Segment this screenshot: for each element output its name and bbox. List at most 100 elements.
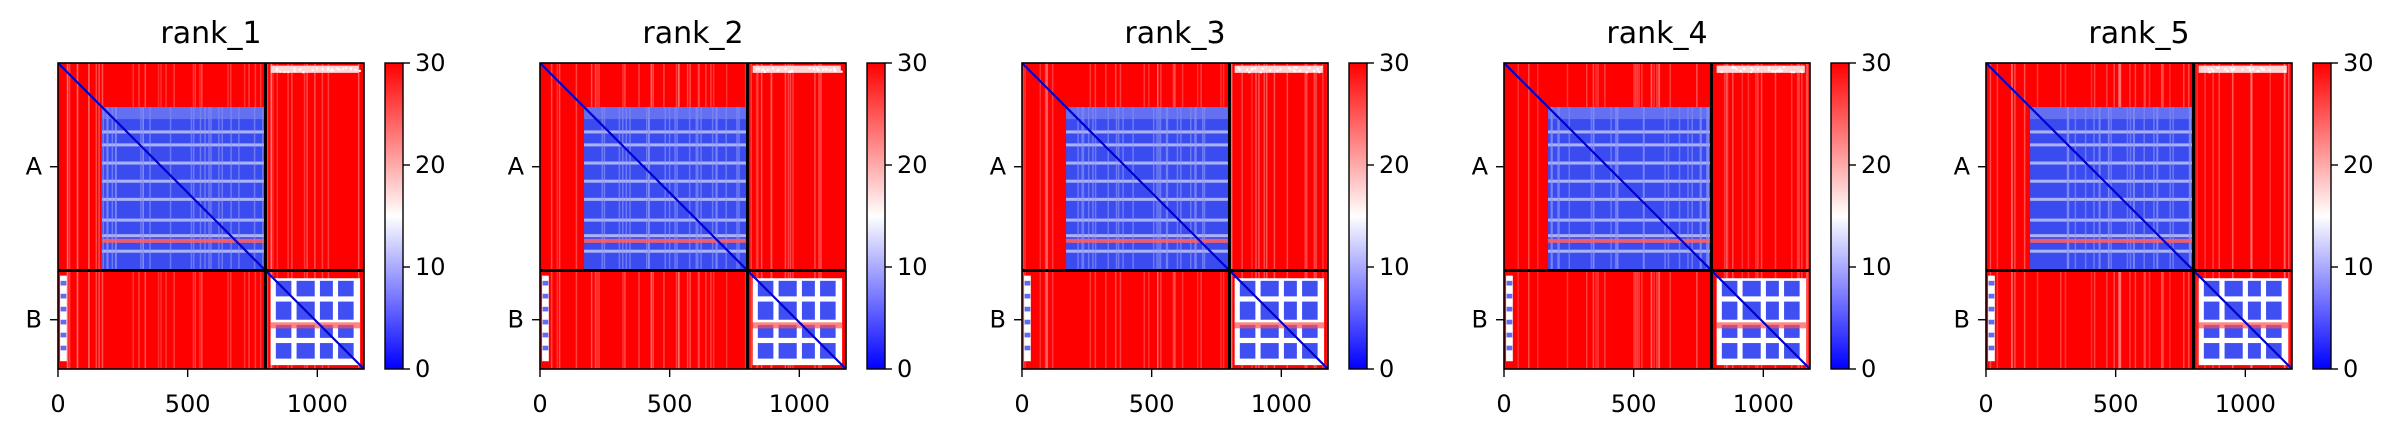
heatmap-streak	[1263, 63, 1266, 369]
offdiag-top-noise	[1743, 67, 1746, 70]
offdiag-top-noise	[833, 68, 836, 71]
chain-a-col-band	[2172, 107, 2174, 271]
offdiag-top-noise	[1254, 67, 1257, 70]
chain-a-col-band	[1201, 107, 1204, 271]
chain-a-col-band	[716, 107, 718, 271]
chain-a-col-band	[1590, 107, 1593, 271]
plot-frame	[539, 62, 847, 370]
heatmap-streak	[2250, 63, 2252, 369]
chain-b-block	[1239, 343, 1256, 359]
offdiag-top-noise	[1248, 71, 1251, 74]
heatmap-streak	[98, 63, 100, 369]
offdiag-top-noise	[771, 67, 775, 70]
chain-a-col-band	[2188, 107, 2191, 271]
offdiag-top-noise	[757, 67, 760, 70]
chain-a-col-band	[1691, 107, 1693, 271]
diagonal-line	[1986, 63, 2292, 369]
chain-a-col-band	[1203, 107, 1206, 271]
offdiag-top-noise	[283, 70, 286, 74]
offdiag-left-blue	[60, 293, 67, 299]
offdiag-top-noise	[1261, 67, 1264, 70]
chain-a-col-band	[2108, 107, 2110, 271]
offdiag-top-noise	[766, 68, 769, 72]
offdiag-left-blue	[60, 319, 67, 325]
colorbar-tick-label: 10	[1861, 253, 1892, 281]
chain-a-col-band	[2143, 107, 2145, 271]
offdiag-top-noise	[345, 66, 348, 69]
colorbar-tick-label: 30	[415, 49, 446, 77]
chain-a-col-band	[646, 107, 648, 271]
heatmap-streak	[556, 63, 559, 369]
offdiag-top-noise	[1800, 70, 1804, 74]
plot-frame	[1021, 62, 1329, 370]
offdiag-top-noise	[816, 67, 819, 70]
offdiag-top-noise	[1750, 70, 1753, 74]
chain-a-row-band	[102, 179, 266, 183]
heatmap-streak	[1774, 63, 1777, 369]
offdiag-top-noise	[1771, 70, 1774, 73]
offdiag-top-noise	[1799, 70, 1802, 73]
offdiag-left-blue	[1506, 306, 1513, 312]
y-tick-label-chain-A: A	[26, 153, 43, 181]
heatmap-streak	[1251, 63, 1253, 369]
offdiag-top-noise	[2283, 70, 2286, 73]
diagonal-line	[58, 63, 364, 369]
y-tick-label-chain-B: B	[990, 306, 1006, 334]
chain-a-col-band	[738, 107, 740, 271]
chain-b-block	[319, 343, 333, 359]
offdiag-top-noise	[1735, 68, 1738, 71]
colorbar-tick-label: 30	[2343, 49, 2374, 77]
chain-a-col-band	[102, 107, 105, 271]
chain-a-col-band	[1156, 107, 1158, 271]
chain-b-block	[275, 301, 292, 320]
chain-a-row-band	[102, 197, 266, 201]
chain-a-col-band	[1699, 107, 1702, 271]
heatmap-streak	[750, 63, 752, 369]
chain-b-block	[338, 280, 354, 297]
chain-a-row-band	[102, 143, 266, 147]
offdiag-left-blue	[542, 319, 549, 325]
offdiag-top-noise	[1751, 68, 1754, 71]
offdiag-top-strip	[752, 65, 841, 73]
offdiag-top-noise	[788, 70, 791, 74]
heatmap-rank_5	[1986, 63, 2292, 369]
offdiag-top-noise	[1298, 70, 1301, 73]
chain-b-block	[1765, 301, 1779, 320]
colorbar-tick-label: 30	[1379, 49, 1410, 77]
chain-a-col-band	[1087, 107, 1090, 271]
offdiag-left-blue	[542, 306, 549, 312]
offdiag-left-strip	[542, 275, 549, 362]
chain-a-top-edge	[102, 107, 266, 120]
chain-a-col-band	[688, 107, 691, 271]
x-tick-label: 500	[1611, 390, 1657, 418]
offdiag-top-noise	[784, 67, 787, 71]
offdiag-top-noise	[1237, 66, 1240, 69]
colorbar	[866, 62, 886, 370]
heatmap-streak	[1741, 63, 1744, 369]
heatmap-streak	[270, 63, 273, 369]
offdiag-left-blue	[1024, 306, 1031, 312]
heatmap-streak	[2011, 63, 2013, 369]
offdiag-top-noise	[776, 69, 779, 72]
heatmap-streak	[558, 63, 561, 369]
chain-b-block	[778, 280, 797, 297]
heatmap-streak	[1230, 63, 1233, 369]
offdiag-top-noise	[2252, 68, 2255, 71]
x-tick-label: 0	[1014, 390, 1029, 418]
x-tick-label: 1000	[2215, 390, 2276, 418]
chain-a-col-band	[238, 107, 240, 271]
offdiag-top-noise	[808, 67, 811, 70]
chain-b-block	[1721, 343, 1738, 359]
chain-b-red-row	[752, 322, 843, 329]
heatmap-streak	[66, 63, 69, 369]
chain-a-col-band	[2129, 107, 2132, 271]
chain-a-col-band	[221, 107, 224, 271]
chain-a-col-band	[1550, 107, 1553, 271]
chain-a-col-band	[629, 107, 631, 271]
offdiag-top-noise	[1792, 71, 1795, 74]
heatmap-streak	[1306, 63, 1308, 369]
chain-b-block	[296, 343, 315, 359]
chain-a-col-band	[1081, 107, 1083, 271]
chain-b-block	[1283, 301, 1297, 320]
heatmap-streak	[2212, 63, 2214, 369]
